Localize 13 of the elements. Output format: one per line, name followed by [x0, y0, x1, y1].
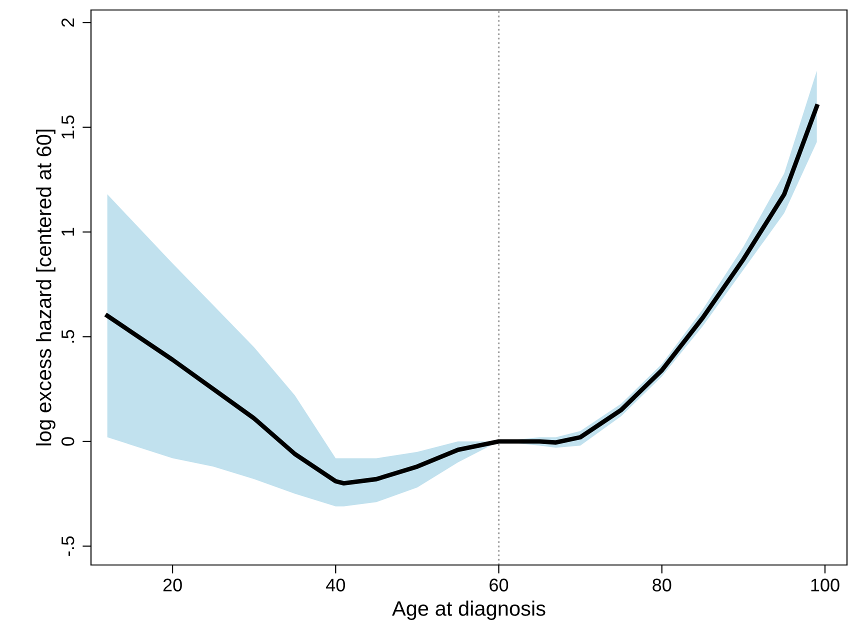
- y-tick-label: 1: [62, 228, 74, 236]
- y-tick-label: 2: [61, 18, 74, 27]
- y-tick-label: .5: [62, 330, 74, 343]
- x-axis-title: Age at diagnosis: [392, 600, 546, 620]
- y-tick-label: -.5: [62, 536, 74, 556]
- y-axis-title: log excess hazard [centered at 60]: [36, 130, 56, 446]
- x-tick-label: 40: [326, 578, 345, 592]
- x-tick-label: 60: [490, 578, 508, 592]
- y-tick-label: 1.5: [62, 115, 74, 138]
- x-tick-label: 100: [811, 578, 840, 592]
- y-tick-label: 0: [61, 437, 74, 446]
- x-tick-label: 20: [163, 578, 182, 592]
- x-tick-label: 80: [652, 578, 672, 592]
